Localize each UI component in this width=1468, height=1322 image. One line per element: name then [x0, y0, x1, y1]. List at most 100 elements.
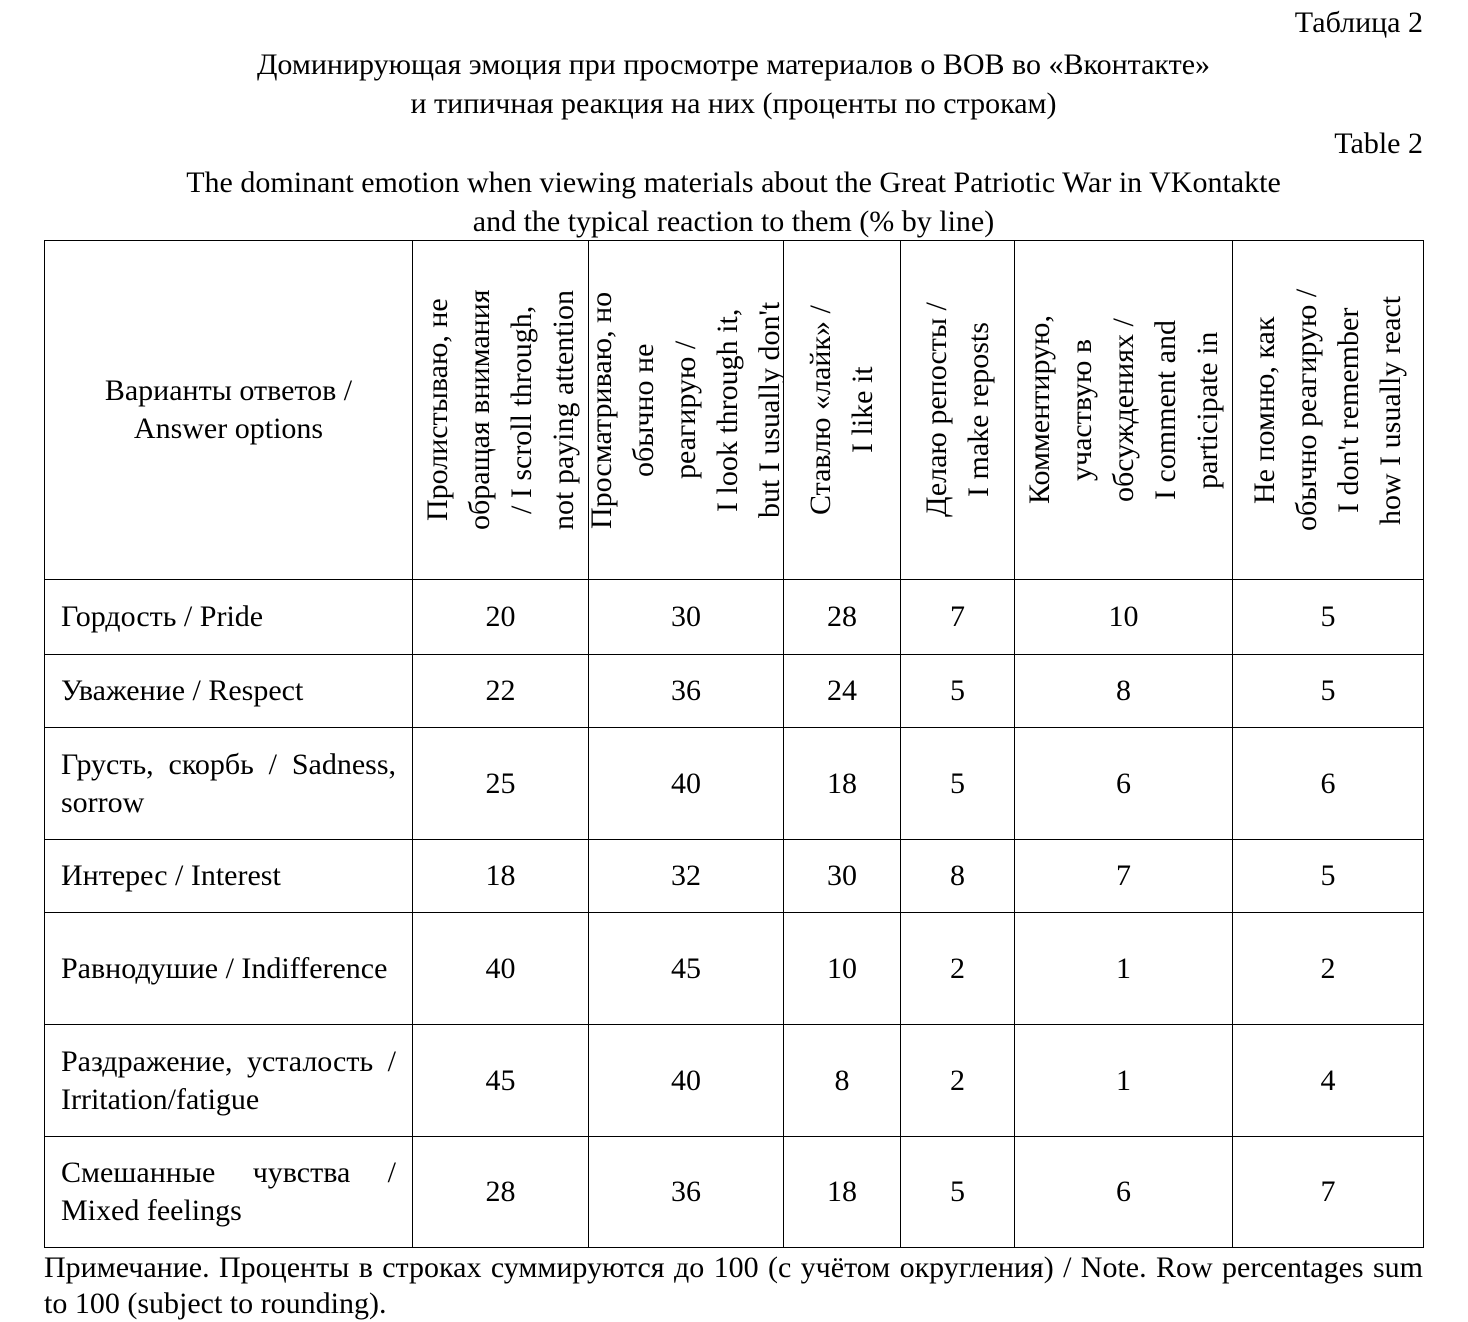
header-row: Варианты ответов / Answer options Пролисты… — [44, 240, 1424, 580]
cell-value: 18 — [412, 839, 589, 913]
cell-value: 2 — [1232, 912, 1424, 1025]
table-row: Гордость / Pride 20 30 28 7 10 5 — [44, 579, 1424, 655]
header-text: Ставлю «лайк» / I like it — [800, 260, 884, 560]
header-line: Комментирую, — [1022, 315, 1056, 505]
table-row: Равнодушие / Indifference 40 45 10 2 1 2 — [44, 912, 1424, 1025]
header-wrap: Пролистываю, не обращая внимания / I scrol… — [414, 242, 588, 579]
header-text: Не помню, как обычно реагирую / I don't re… — [1244, 260, 1412, 560]
header-cell: Ставлю «лайк» / I like it — [783, 240, 901, 580]
table-row: Раздражение, усталость / Irritation/fati… — [44, 1024, 1424, 1137]
row-label: Смешанные чувства / Mixed feelings — [44, 1136, 413, 1248]
cell-value: 8 — [783, 1024, 901, 1137]
cell-value: 6 — [1014, 727, 1233, 840]
row-label: Интерес / Interest — [44, 839, 413, 913]
cell-value: 18 — [783, 727, 901, 840]
header-wrap: Комментирую, участвую в обсуждениях / I com… — [1016, 242, 1232, 579]
cell-value: 25 — [412, 727, 589, 840]
cell-value: 7 — [900, 579, 1015, 655]
header-text: Делаю репосты / I make reposts — [916, 260, 1000, 560]
cell-value: 1 — [1014, 912, 1233, 1025]
header-line: обсуждениях / — [1106, 318, 1140, 502]
table-label-en: Table 2 — [1334, 127, 1423, 160]
header-cell: Комментирую, участвую в обсуждениях / I com… — [1014, 240, 1233, 580]
header-text: Пролистываю, не обращая внимания / I scrol… — [417, 260, 585, 560]
cell-value: 4 — [1232, 1024, 1424, 1137]
header-text: Комментирую, участвую в обсуждениях / I com… — [1019, 260, 1229, 560]
cell-value: 7 — [1014, 839, 1233, 913]
cell-value: 5 — [1232, 839, 1424, 913]
cell-value: 28 — [783, 579, 901, 655]
header-line: Пролистываю, не — [420, 298, 454, 522]
cell-value: 45 — [588, 912, 784, 1025]
header-line: Варианты ответов / — [104, 374, 353, 407]
header-wrap: Делаю репосты / I make reposts — [902, 242, 1014, 579]
cell-value: 5 — [900, 1136, 1015, 1248]
cell-value: 2 — [900, 912, 1015, 1025]
table-row: Грусть, скорбь / Sadness, sorrow 25 40 18 5 6… — [44, 727, 1424, 840]
cell-value: 28 — [412, 1136, 589, 1248]
header-wrap: Не помню, как обычно реагирую / I don't re… — [1234, 242, 1423, 579]
header-line: how I usually react — [1374, 295, 1407, 525]
header-line: реагирую / — [669, 340, 702, 480]
header-line: Не помню, как — [1248, 316, 1281, 504]
header-line: Answer options — [133, 412, 324, 445]
header-line: participate in — [1190, 331, 1224, 489]
cell-value: 5 — [900, 654, 1015, 728]
cell-value: 6 — [1232, 727, 1424, 840]
cell-value: 10 — [783, 912, 901, 1025]
row-label: Раздражение, усталость / Irritation/fati… — [44, 1024, 413, 1137]
title-ru: Доминирующая эмоция при просмотре матери… — [256, 48, 1211, 81]
cell-value: 20 — [412, 579, 589, 655]
cell-value: 6 — [1014, 1136, 1233, 1248]
title-ru: и типичная реакция на них (проценты по с… — [410, 87, 1057, 120]
header-line: Просматриваю, но — [589, 291, 619, 529]
title-en: The dominant emotion when viewing materi… — [186, 166, 1281, 199]
cell-value: 24 — [783, 654, 901, 728]
cell-value: 40 — [412, 912, 589, 1025]
table-row: Смешанные чувства / Mixed feelings 28 36 18… — [44, 1136, 1424, 1248]
note: Примечание. Проценты в строках суммируют… — [44, 1251, 1423, 1320]
cell-value: 40 — [588, 727, 784, 840]
cell-value: 8 — [900, 839, 1015, 913]
cell-value: 45 — [412, 1024, 589, 1137]
cell-value: 32 — [588, 839, 784, 913]
header-line: обращая внимания — [462, 289, 496, 531]
header-line: not paying attention — [546, 290, 580, 530]
header-line: I like it — [846, 366, 879, 454]
row-label: Гордость / Pride — [44, 579, 413, 655]
cell-value: 18 — [783, 1136, 901, 1248]
cell-value: 5 — [900, 727, 1015, 840]
cell-value: 36 — [588, 1136, 784, 1248]
table-row: Интерес / Interest 18 32 30 8 7 5 — [44, 839, 1424, 913]
row-label: Равнодушие / Indifference — [44, 912, 413, 1025]
header-cell: Делаю репосты / I make reposts — [900, 240, 1015, 580]
header-line: участвую в — [1064, 338, 1098, 482]
cell-value: 40 — [588, 1024, 784, 1137]
cell-value: 22 — [412, 654, 589, 728]
cell-value: 36 — [588, 654, 784, 728]
header-wrap: Просматриваю, но обычно не реагирую / I loo… — [589, 242, 783, 579]
cell-value: 1 — [1014, 1024, 1233, 1137]
cell-value: 2 — [900, 1024, 1015, 1137]
header-cell: Варианты ответов / Answer options — [44, 240, 413, 580]
header-line: Делаю репосты / — [919, 302, 953, 518]
header-cell: Не помню, как обычно реагирую / I don't re… — [1232, 240, 1424, 580]
cell-value: 10 — [1014, 579, 1233, 655]
header-wrap: Ставлю «лайк» / I like it — [785, 242, 900, 579]
header-text: Варианты ответов / Answer options — [46, 372, 412, 448]
table-label-ru: Таблица 2 — [1294, 6, 1423, 39]
header-line: обычно не — [627, 343, 660, 477]
cell-value: 5 — [1232, 654, 1424, 728]
cell-value: 7 — [1232, 1136, 1424, 1248]
header-line: I make reposts — [961, 322, 995, 498]
header-line: but I usually don't — [753, 301, 783, 519]
cell-value: 5 — [1232, 579, 1424, 655]
row-label: Уважение / Respect — [44, 654, 413, 728]
table-row: Уважение / Respect 22 36 24 5 8 5 — [44, 654, 1424, 728]
header-line: обычно реагирую / — [1290, 288, 1323, 532]
header-line: Ставлю «лайк» / — [804, 305, 837, 515]
header-line: I don't remember — [1332, 307, 1365, 513]
row-label: Грусть, скорбь / Sadness, sorrow — [44, 727, 413, 840]
header-cell: Просматриваю, но обычно не реагирую / I loo… — [588, 240, 784, 580]
